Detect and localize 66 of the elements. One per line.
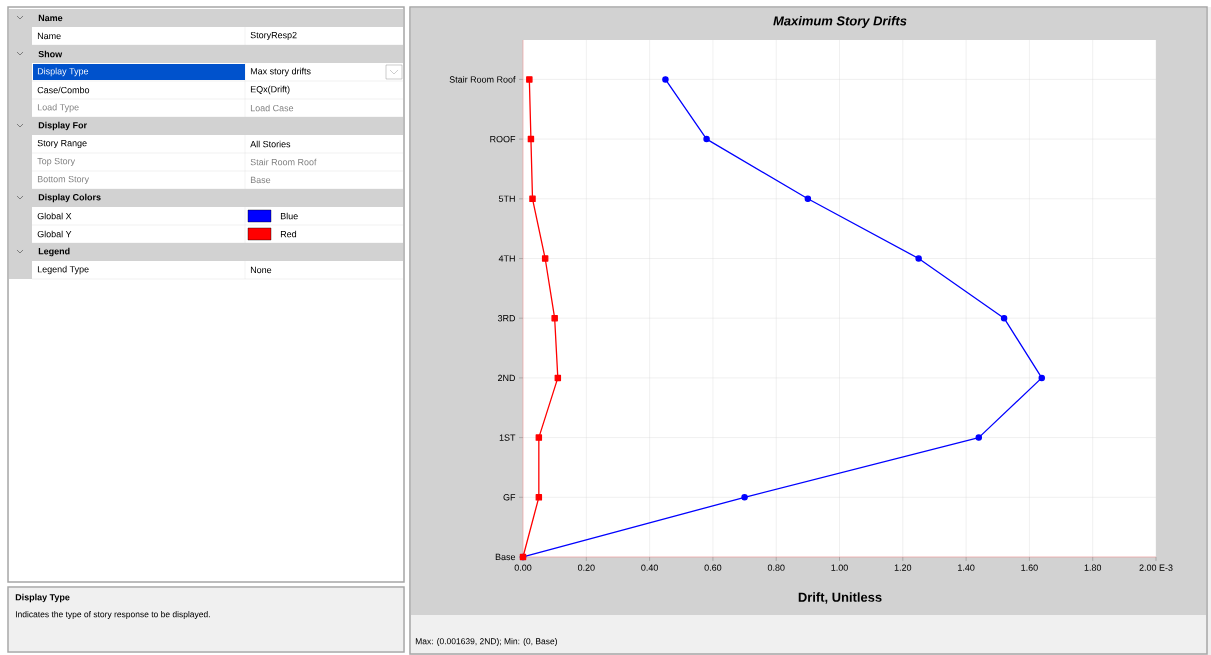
point	[535, 494, 543, 501]
point	[526, 76, 533, 83]
x-tick-label: 1.60	[1021, 564, 1038, 571]
y-tick-label: GF	[503, 494, 516, 501]
text: Global X	[37, 212, 72, 220]
text: Red	[280, 230, 297, 238]
y-tick-label: ROOF	[490, 135, 516, 143]
text: Max story drifts	[250, 67, 311, 77]
text: Max: (0.001639, 2ND); Min: (0, Base)	[415, 638, 557, 646]
point	[1000, 314, 1008, 322]
y-tick-label: 3RD	[497, 315, 516, 322]
text: Display Colors	[38, 193, 101, 203]
text: Stair Room Roof	[250, 158, 317, 166]
x-tick-label: 0.00	[514, 564, 532, 571]
point	[541, 255, 549, 262]
x-tick-label: 1.40	[958, 564, 975, 571]
text: Story Range	[37, 139, 87, 149]
point	[527, 135, 535, 143]
y-tick-label: 4TH	[498, 255, 515, 262]
text: Name	[38, 14, 63, 22]
text: Base	[250, 176, 271, 184]
y-tick-label: Stair Room Roof	[449, 76, 516, 83]
point	[741, 494, 748, 501]
text: Global Y	[37, 230, 72, 238]
point	[551, 314, 558, 322]
y-tick-label: 5TH	[498, 195, 515, 202]
point	[529, 195, 536, 203]
text: Case/Combo	[37, 86, 90, 94]
point	[804, 195, 812, 203]
text: StoryResp2	[250, 31, 297, 41]
text: Load Case	[250, 104, 294, 112]
text: Legend	[38, 247, 70, 257]
text: Display For	[38, 121, 87, 131]
x-tick-label: 1.00	[831, 564, 848, 571]
x-tick-label: 2.00 E-3	[1139, 564, 1173, 571]
point	[975, 434, 983, 441]
text: Load Type	[37, 103, 79, 113]
text: Bottom Story	[37, 175, 90, 185]
point	[554, 374, 562, 382]
text: Name	[37, 32, 61, 40]
y-tick-label: 1ST	[499, 434, 516, 441]
text: Display Type	[37, 67, 89, 77]
point	[915, 255, 922, 262]
text: Legend Type	[37, 265, 89, 275]
point	[662, 76, 669, 83]
text: Show	[38, 50, 63, 58]
x-axis-title: Drift, Unitless	[798, 592, 882, 604]
text: Indicates the type of story response to be displayed.	[15, 611, 210, 619]
text: Display Type	[15, 593, 70, 603]
point	[535, 434, 543, 441]
x-tick-label: 1.20	[894, 564, 912, 571]
text: Top Story	[37, 157, 76, 167]
x-tick-label: 0.80	[767, 564, 785, 571]
text: EQx(Drift)	[250, 85, 290, 95]
point	[1038, 374, 1045, 382]
y-tick-label: 2ND	[498, 374, 516, 382]
y-tick-label: Base	[495, 553, 516, 561]
chart-title: Maximum Story Drifts	[773, 15, 907, 29]
text: None	[250, 266, 272, 274]
point	[703, 135, 710, 143]
x-tick-label: 1.80	[1084, 564, 1102, 571]
text: Blue	[280, 212, 298, 220]
x-tick-label: 0.40	[641, 564, 658, 571]
x-tick-label: 0.60	[704, 564, 722, 571]
x-tick-label: 0.20	[577, 564, 595, 571]
text: All Stories	[250, 140, 291, 148]
